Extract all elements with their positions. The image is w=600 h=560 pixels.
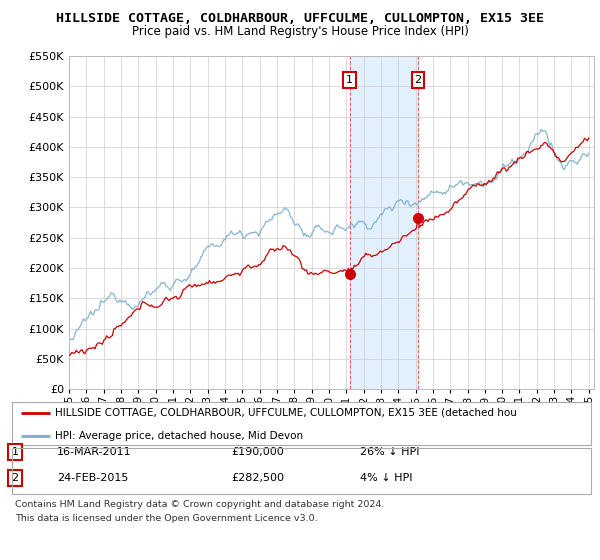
Text: Price paid vs. HM Land Registry's House Price Index (HPI): Price paid vs. HM Land Registry's House … — [131, 25, 469, 38]
Text: This data is licensed under the Open Government Licence v3.0.: This data is licensed under the Open Gov… — [15, 514, 317, 522]
Text: 24-FEB-2015: 24-FEB-2015 — [57, 473, 128, 483]
Text: 1: 1 — [11, 447, 19, 457]
Text: 2: 2 — [415, 75, 422, 85]
Text: 4% ↓ HPI: 4% ↓ HPI — [360, 473, 413, 483]
Text: HPI: Average price, detached house, Mid Devon: HPI: Average price, detached house, Mid … — [55, 431, 304, 441]
Text: 26% ↓ HPI: 26% ↓ HPI — [360, 447, 419, 457]
Text: Contains HM Land Registry data © Crown copyright and database right 2024.: Contains HM Land Registry data © Crown c… — [15, 500, 385, 508]
Text: HILLSIDE COTTAGE, COLDHARBOUR, UFFCULME, CULLOMPTON, EX15 3EE (detached hou: HILLSIDE COTTAGE, COLDHARBOUR, UFFCULME,… — [55, 408, 517, 418]
Text: 1: 1 — [346, 75, 353, 85]
Text: 16-MAR-2011: 16-MAR-2011 — [57, 447, 131, 457]
Text: HILLSIDE COTTAGE, COLDHARBOUR, UFFCULME, CULLOMPTON, EX15 3EE: HILLSIDE COTTAGE, COLDHARBOUR, UFFCULME,… — [56, 12, 544, 25]
Text: 2: 2 — [11, 473, 19, 483]
Text: £190,000: £190,000 — [231, 447, 284, 457]
Text: £282,500: £282,500 — [231, 473, 284, 483]
Bar — [350, 56, 418, 389]
